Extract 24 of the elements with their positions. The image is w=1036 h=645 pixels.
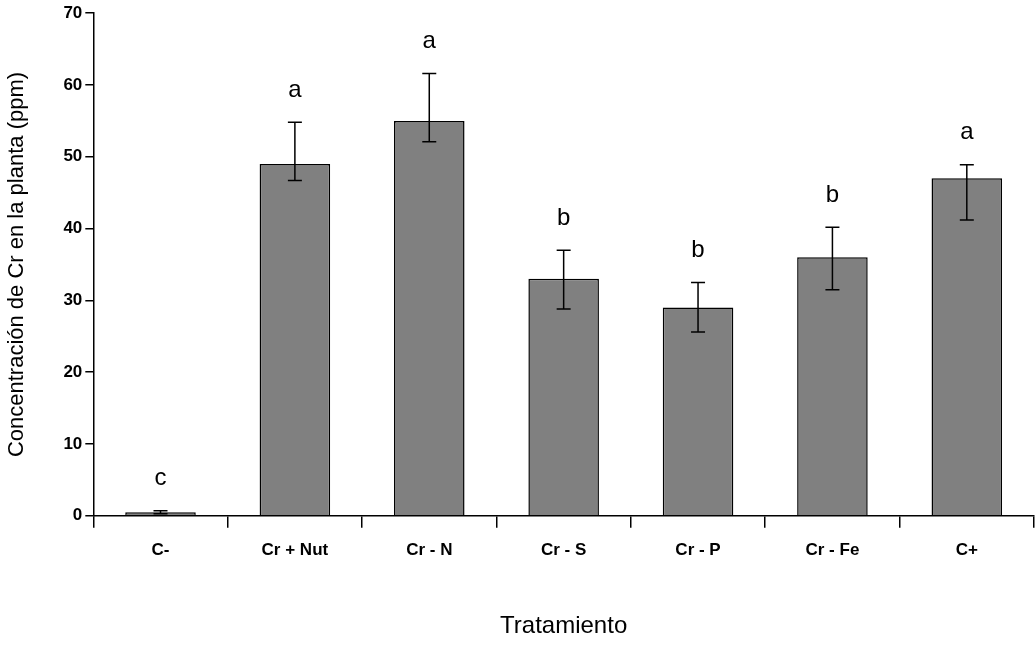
y-tick-label: 40 [63,218,83,238]
y-tick-label: 10 [63,433,83,453]
x-axis-title: Tratamiento [500,611,628,639]
y-tick-label: 50 [63,146,83,166]
annotation: c [154,463,167,491]
annotation: a [288,74,303,102]
x-tick-label: C- [151,539,170,559]
x-tick-label: Cr + Nut [261,539,329,559]
x-tick-label: Cr - P [675,539,721,559]
x-tick-label: Cr - Fe [805,539,860,559]
y-tick-label: 70 [63,2,83,22]
annotation: a [960,117,975,145]
y-tick-label: 30 [63,290,83,310]
annotation: b [556,202,571,230]
x-tick-label: Cr - N [406,539,453,559]
annotation: a [422,26,437,54]
y-tick-label: 0 [72,505,83,525]
annotation: b [691,235,705,263]
y-axis-title: Concentración de Cr en la planta (ppm) [3,71,29,458]
y-tick-label: 60 [63,74,83,94]
y-tick-label: 20 [63,361,83,381]
x-tick-label: C+ [955,539,978,559]
x-tick-label: Cr - S [540,539,587,559]
annotation: b [825,179,840,207]
